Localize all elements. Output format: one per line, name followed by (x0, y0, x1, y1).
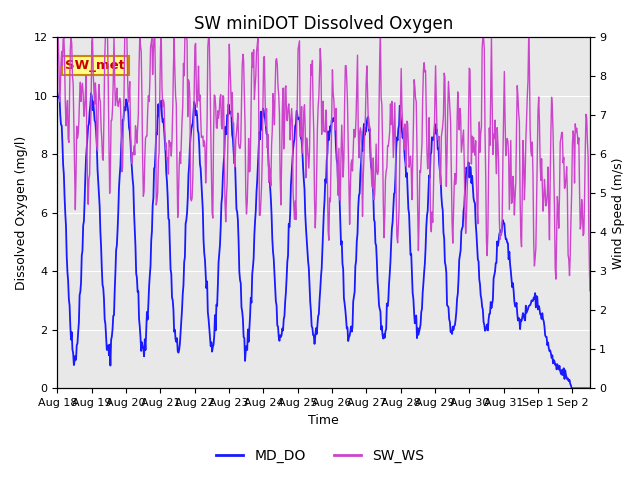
Title: SW miniDOT Dissolved Oxygen: SW miniDOT Dissolved Oxygen (194, 15, 453, 33)
Line: SW_WS: SW_WS (58, 37, 607, 291)
Y-axis label: Wind Speed (m/s): Wind Speed (m/s) (612, 157, 625, 269)
MD_DO (54, 90, 61, 96)
SW_WS (420, 60, 428, 66)
MD_DO (219, 173, 227, 179)
SW_WS (220, 94, 227, 99)
SW_WS (247, 127, 255, 132)
MD_DO (568, 385, 576, 391)
MD_DO (267, 196, 275, 202)
MD_DO (246, 313, 254, 319)
X-axis label: Time: Time (308, 414, 339, 427)
SW_WS (54, 47, 61, 52)
MD_DO (420, 280, 428, 286)
SW_WS (603, 149, 611, 155)
MD_DO (118, 133, 125, 139)
SW_WS (268, 143, 275, 148)
Text: SW_met: SW_met (65, 59, 125, 72)
MD_DO (388, 219, 396, 225)
Legend: MD_DO, SW_WS: MD_DO, SW_WS (210, 443, 430, 468)
SW_WS (119, 165, 127, 170)
SW_WS (54, 35, 62, 40)
MD_DO (603, 385, 611, 391)
Y-axis label: Dissolved Oxygen (mg/l): Dissolved Oxygen (mg/l) (15, 136, 28, 290)
SW_WS (586, 288, 594, 294)
Line: MD_DO: MD_DO (58, 93, 607, 388)
SW_WS (390, 155, 397, 160)
